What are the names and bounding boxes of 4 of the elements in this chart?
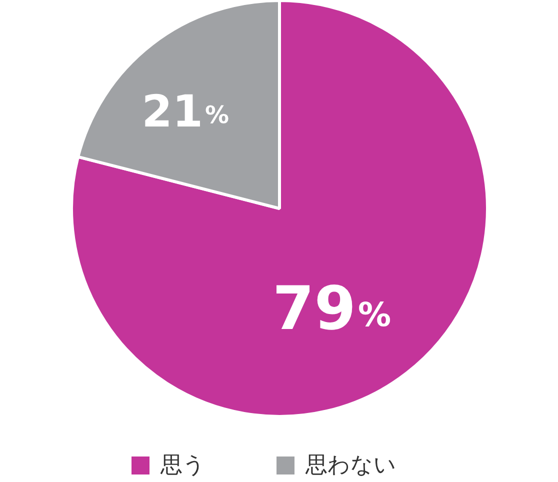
data-label: 21% — [142, 86, 230, 138]
legend-label: 思う — [160, 453, 206, 478]
legend-label: 思わない — [304, 453, 396, 478]
data-label: 79% — [272, 274, 392, 344]
